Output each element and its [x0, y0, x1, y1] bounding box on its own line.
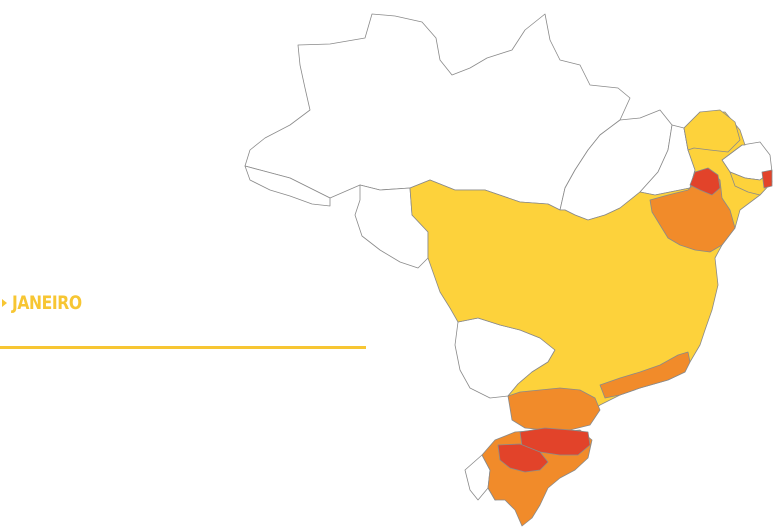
map-regions: [244, 13, 773, 527]
region-pe-red: [689, 167, 721, 196]
region-rs-red: [497, 443, 549, 473]
region-pernambuco-east-red: [761, 169, 773, 189]
region-piaui-north: [683, 109, 741, 153]
region-acre: [244, 165, 331, 207]
region-parana: [507, 387, 601, 431]
month-selector[interactable]: JANEIRO: [2, 292, 97, 314]
region-coastal-southeast: [599, 351, 691, 399]
month-divider: [0, 346, 366, 349]
month-label: JANEIRO: [12, 292, 82, 314]
triangle-right-icon: [2, 299, 7, 307]
